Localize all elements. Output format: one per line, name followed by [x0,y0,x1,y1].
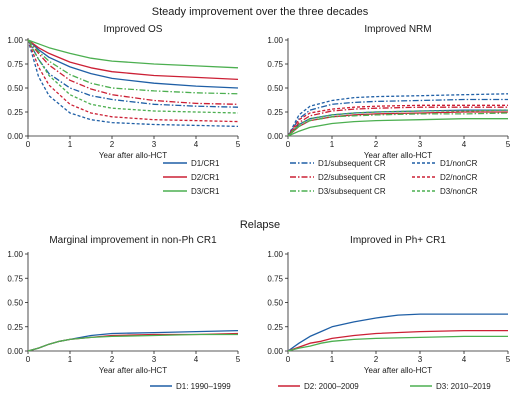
series-line [27,39,239,89]
series-line [287,112,509,137]
legend-bottom: D1: 1990–1999 D2: 2000–2009 D3: 2010–2019 [150,382,491,391]
x-tick-label: 5 [506,355,511,364]
series-line [287,106,508,137]
y-tick-label: 0.00 [7,347,23,356]
x-tick-label: 2 [110,355,115,364]
y-tick-label: 0.50 [267,299,283,308]
top-heading: Steady improvement over the three decade… [152,6,369,18]
y-tick-label: 0.50 [7,84,23,93]
series-line [287,329,508,352]
x-axis-label: Year after allo-HCT [99,151,167,160]
x-tick-label: 3 [418,140,423,149]
panel-3: Marginal improvement in non-Ph CR1 0.00 0.… [7,235,240,375]
series-line [27,39,239,128]
x-tick-label: 3 [152,355,157,364]
series-line [287,109,509,137]
legend-label: D2/subsequent CR [318,173,386,182]
y-tick-label: 1.00 [7,250,23,259]
x-tick-label: 2 [374,140,379,149]
y-tick-label: 0.75 [7,274,23,283]
legend-label: D2: 2000–2009 [304,382,359,391]
y-tick-label: 0.00 [7,132,23,141]
series-line [27,39,239,81]
x-tick-label: 4 [462,140,467,149]
legend-label: D1/CR1 [191,159,220,168]
series-line [27,39,239,105]
series-line [287,104,508,137]
x-tick-label: 0 [286,140,291,149]
panel-title: Improved OS [104,24,163,35]
x-axis-label: Year after allo-HCT [364,366,432,375]
y-tick-label: 0.50 [267,84,283,93]
series-line [27,39,239,95]
y-tick-label: 0.75 [267,274,283,283]
x-tick-label: 1 [68,355,73,364]
x-tick-label: 5 [236,140,241,149]
x-tick-label: 3 [418,355,423,364]
series-line [27,39,239,123]
series-line [287,98,508,137]
x-tick-label: 1 [68,140,73,149]
y-tick-label: 0.00 [267,347,283,356]
y-tick-label: 0.75 [7,60,23,69]
series-line [27,333,238,352]
panel-1: Improved OS 0.00 0.25 0.50 0.75 1.00 0 1 2 3 4 5 Yea… [7,24,240,160]
legend-label: D3: 2010–2019 [436,382,491,391]
panel-2: Improved NRM 0.00 0.25 0.50 0.75 1.00 0 1 2 3 4 5 Ye… [267,24,510,160]
x-tick-label: 3 [152,140,157,149]
x-tick-label: 5 [506,140,511,149]
x-axis-label: Year after allo-HCT [99,366,167,375]
series-line [287,313,508,352]
series-line [287,335,508,352]
legend-label: D3/nonCR [440,187,478,196]
x-axis-label: Year after allo-HCT [364,151,432,160]
panel-4: Improved in Ph+ CR1 0.00 0.25 0.50 0.75 1.00 0… [267,235,510,375]
x-tick-label: 1 [330,140,335,149]
legend-label: D3/subsequent CR [318,187,386,196]
panel-title: Improved NRM [364,24,431,35]
panel-title: Improved in Ph+ CR1 [350,235,446,246]
legend-label: D3/CR1 [191,187,220,196]
y-tick-label: 0.25 [7,323,23,332]
x-tick-label: 4 [462,355,467,364]
series-line [287,93,509,137]
y-tick-label: 1.00 [267,250,283,259]
y-tick-label: 1.00 [7,36,23,45]
x-tick-label: 2 [374,355,379,364]
y-tick-label: 0.00 [267,132,283,141]
panels: Improved OS 0.00 0.25 0.50 0.75 1.00 0 1 2 3 4 5 Yea… [7,24,510,375]
x-tick-label: 0 [286,355,291,364]
legend-label: D2/CR1 [191,173,220,182]
x-tick-label: 1 [330,355,335,364]
mid-heading: Relapse [240,219,280,231]
y-tick-label: 0.25 [267,323,283,332]
series-line [27,39,239,69]
x-tick-label: 5 [236,355,241,364]
panel-title: Marginal improvement in non-Ph CR1 [49,235,217,246]
series-line [287,111,508,137]
x-tick-label: 4 [194,355,199,364]
series-line [287,118,508,137]
legend-label: D1/nonCR [440,159,478,168]
legend-mid: D1/CR1 D2/CR1 D3/CR1 D1/subsequent CR D2/sub… [163,159,478,196]
y-tick-label: 0.25 [7,108,23,117]
legend-label: D2/nonCR [440,173,478,182]
y-tick-label: 0.75 [267,60,283,69]
y-tick-label: 1.00 [267,36,283,45]
x-tick-label: 2 [110,140,115,149]
legend-label: D1: 1990–1999 [176,382,231,391]
series-line [27,39,239,114]
x-tick-label: 0 [26,355,31,364]
x-tick-label: 0 [26,140,31,149]
x-tick-label: 4 [194,140,199,149]
y-tick-label: 0.25 [267,108,283,117]
y-tick-label: 0.50 [7,299,23,308]
legend-label: D1/subsequent CR [318,159,386,168]
